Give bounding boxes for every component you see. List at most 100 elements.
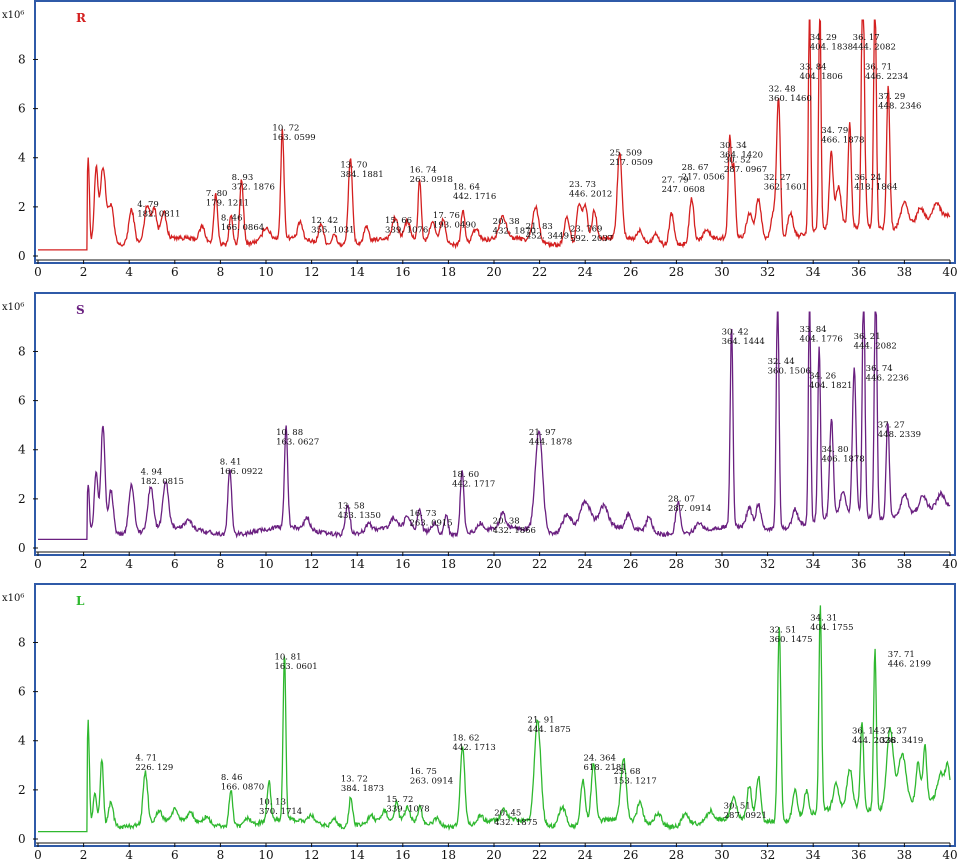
y-tick-label: 4 [18,151,26,165]
peak-annotation-text: 25. 509 [610,148,642,158]
x-tick-label: 14 [350,557,366,571]
peak-annotation-text: 32. 51 [769,626,796,636]
x-tick-label: 18 [441,557,456,571]
x-tick-label: 18 [441,848,456,861]
peak-annotation-text: 153. 1217 [614,776,657,786]
peak-annotation-text: 10. 13 [259,798,286,808]
peak-annotation-text: 21. 97 [529,428,556,438]
peak-annotation-text: 418. 1864 [854,182,897,192]
peak-annotation-text: 370. 1714 [259,807,302,817]
x-tick-label: 10 [258,848,273,861]
peak-annotation-text: 444. 2026 [852,736,895,746]
y-tick-label: 8 [18,344,26,358]
x-tick-label: 26 [623,265,638,279]
peak-annotation-text: 384. 1873 [341,784,384,794]
x-tick-label: 32 [760,265,775,279]
peak-annotation-text: 618. 2181 [583,763,626,773]
peak-annotation-text: 287. 0921 [724,811,767,821]
x-tick-label: 38 [897,848,912,861]
peak-annotation-text: 4. 94 [141,467,163,477]
x-tick-label: 6 [171,265,179,279]
peak-annotation-text: 404. 1755 [810,623,853,633]
peak-annotation-text: 10. 81 [274,653,301,663]
peak-annotation-text: 163. 0599 [272,133,315,143]
y-tick-label: 6 [18,394,26,408]
peak-annotation-text: 8. 46 [221,773,243,783]
peak-annotation-text: 34. 31 [810,613,837,623]
peak-annotation-text: 287. 0914 [668,504,711,514]
peak-annotation-text: 30. 34 [720,141,747,151]
x-tick-label: 0 [34,848,42,861]
peak-annotation-text: 355. 1031 [311,225,354,235]
x-tick-label: 20 [486,848,501,861]
x-tick-label: 34 [806,557,822,571]
peak-annotation-text: 182. 0811 [137,209,180,219]
peak-annotation-text: 8. 41 [220,457,242,467]
x-tick-label: 16 [395,265,410,279]
peak-annotation-text: 404. 1806 [800,72,843,82]
y-tick-label: 4 [18,734,26,748]
peak-annotation-text: 24. 364 [583,753,615,763]
x-tick-label: 28 [669,848,684,861]
x-tick-label: 12 [304,848,319,861]
x-tick-label: 24 [578,557,594,571]
x-tick-label: 28 [669,265,684,279]
y-unit-label: x10⁶ [2,10,24,21]
x-tick-label: 36 [851,848,866,861]
peak-annotation-text: 452. 3449 [526,231,569,241]
peak-annotation-text: 406. 1878 [821,455,864,465]
x-tick-label: 38 [897,557,912,571]
peak-annotation-text: 432. 1875 [494,818,537,828]
peak-annotation-text: 10. 88 [276,428,303,438]
x-tick-label: 34 [806,848,822,861]
x-tick-label: 30 [714,557,729,571]
x-tick-label: 16 [395,557,410,571]
x-tick-label: 4 [125,848,133,861]
x-tick-label: 6 [171,557,179,571]
peak-annotation-text: 163. 0601 [274,662,317,672]
peak-annotation-text: 592. 2037 [570,234,613,244]
peak-annotation-text: 4. 79 [137,200,159,210]
x-tick-label: 22 [532,265,547,279]
peak-annotation-text: 404. 1821 [809,381,852,391]
peak-annotation-text: 360. 1506 [768,366,811,376]
x-tick-label: 20 [486,557,501,571]
peak-annotation-text: 32. 48 [769,84,796,94]
x-tick-label: 36 [851,557,866,571]
peak-annotation-text: 36. 71 [865,62,892,72]
peak-annotation-text: 263. 0915 [409,519,452,529]
x-tick-label: 10 [258,557,273,571]
peak-annotation-text: 179. 1211 [206,198,249,208]
peak-annotation-text: 13. 58 [338,502,365,512]
x-tick-label: 36 [851,265,866,279]
peak-annotation-text: 217. 0509 [610,158,653,168]
peak-annotation-text: 36. 74 [866,364,893,374]
peak-annotation-text: 444. 2082 [854,342,897,352]
